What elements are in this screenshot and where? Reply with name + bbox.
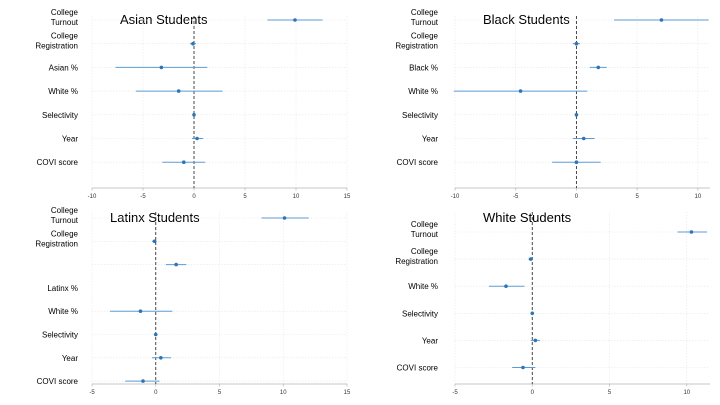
x-tick-label: 10 bbox=[683, 390, 690, 396]
x-tick-label: 5 bbox=[218, 390, 222, 396]
row-label: White % bbox=[408, 87, 438, 96]
row-label: Selectivity bbox=[402, 111, 438, 120]
panel-title: Latinx Students bbox=[110, 210, 200, 225]
row-label: Year bbox=[62, 354, 79, 363]
row-label: Selectivity bbox=[402, 309, 438, 318]
coefficient-point bbox=[596, 65, 601, 70]
coefficient-point bbox=[192, 113, 196, 117]
row-label: White % bbox=[48, 87, 78, 96]
coefficient-point bbox=[574, 41, 579, 46]
row-label: College Turnout bbox=[51, 8, 79, 27]
panel-white-students: White Students -5 0 5 10 College Turnout Colleg… bbox=[395, 210, 710, 396]
x-tick-label: 15 bbox=[344, 390, 351, 396]
coefficient-point bbox=[518, 89, 523, 93]
x-tick-label: -10 bbox=[451, 194, 460, 200]
row-label: White % bbox=[408, 282, 438, 291]
coefficient-point bbox=[153, 332, 158, 337]
coefficient-point bbox=[282, 216, 287, 220]
coefficient-point bbox=[159, 356, 163, 360]
panel-title: White Students bbox=[483, 210, 572, 225]
x-tick-label: -5 bbox=[452, 390, 458, 396]
x-tick-label: 0 bbox=[531, 390, 535, 396]
row-label: COVI score bbox=[37, 377, 79, 386]
row-label: COVI score bbox=[397, 364, 439, 373]
panel-title: Asian Students bbox=[120, 12, 208, 27]
coefficient-point bbox=[581, 136, 586, 141]
x-tick-label: 5 bbox=[608, 390, 612, 396]
coefficient-point bbox=[528, 257, 533, 261]
row-label: College Registration bbox=[35, 32, 78, 51]
x-tick-label: -5 bbox=[140, 194, 146, 200]
x-tick-label: 5 bbox=[635, 194, 639, 200]
x-tick-label: 10 bbox=[280, 390, 287, 396]
panel-title: Black Students bbox=[483, 12, 570, 27]
coefficient-point bbox=[689, 230, 694, 234]
x-tick-label: -10 bbox=[88, 194, 97, 200]
row-label: College Turnout bbox=[411, 8, 439, 27]
coefficient-point bbox=[182, 160, 186, 164]
row-label: College Turnout bbox=[411, 220, 439, 239]
x-tick-label: 10 bbox=[293, 194, 300, 200]
row-label: College Registration bbox=[395, 247, 438, 266]
x-tick-label: -5 bbox=[89, 390, 95, 396]
coefficient-point bbox=[574, 113, 579, 117]
row-label: College Registration bbox=[35, 229, 78, 248]
row-label: Latinx % bbox=[47, 284, 78, 293]
coefficient-point bbox=[521, 365, 525, 370]
row-label: College Turnout bbox=[51, 206, 79, 225]
row-label: COVI score bbox=[397, 158, 439, 167]
row-label: Year bbox=[62, 135, 79, 144]
x-tick-label: 5 bbox=[243, 194, 247, 200]
x-tick-label: 15 bbox=[344, 194, 351, 200]
row-label: COVI score bbox=[37, 158, 79, 167]
coefficient-point bbox=[504, 284, 508, 288]
panel-asian-students: Asian Students -10 -5 0 5 10 15 College Turnout C… bbox=[35, 8, 351, 200]
row-label: Year bbox=[422, 336, 439, 345]
coefficient-point bbox=[574, 160, 579, 164]
coefficient-point bbox=[659, 18, 664, 22]
coefficient-point bbox=[533, 338, 538, 343]
coefficient-point bbox=[159, 65, 164, 70]
x-tick-label: 0 bbox=[192, 194, 196, 200]
coefficient-point bbox=[176, 89, 181, 93]
panel-latinx-students: Latinx Students -5 0 5 10 15 College Turnout Col… bbox=[35, 206, 351, 396]
row-label: College Registration bbox=[395, 32, 438, 51]
coefficient-point bbox=[293, 18, 297, 22]
coefficient-point bbox=[141, 379, 145, 383]
row-label: Asian % bbox=[49, 63, 78, 72]
x-tick-label: 0 bbox=[154, 390, 158, 396]
x-tick-label: 0 bbox=[575, 194, 579, 200]
panel-black-students: Black Students -10 -5 0 5 10 College Turnout Col… bbox=[395, 8, 710, 200]
row-label: Year bbox=[422, 135, 439, 144]
row-label: Selectivity bbox=[42, 331, 78, 340]
row-label: White % bbox=[48, 307, 78, 316]
coefficient-point bbox=[191, 41, 195, 46]
coefficient-point bbox=[152, 239, 157, 244]
row-label: Black % bbox=[409, 63, 438, 72]
coefficient-point bbox=[174, 262, 178, 267]
coefficient-point bbox=[530, 311, 535, 316]
x-tick-label: -5 bbox=[513, 194, 519, 200]
coefficient-point bbox=[195, 136, 199, 141]
coefficient-point bbox=[138, 309, 143, 313]
x-tick-label: 10 bbox=[695, 194, 702, 200]
row-label: Selectivity bbox=[42, 111, 78, 120]
